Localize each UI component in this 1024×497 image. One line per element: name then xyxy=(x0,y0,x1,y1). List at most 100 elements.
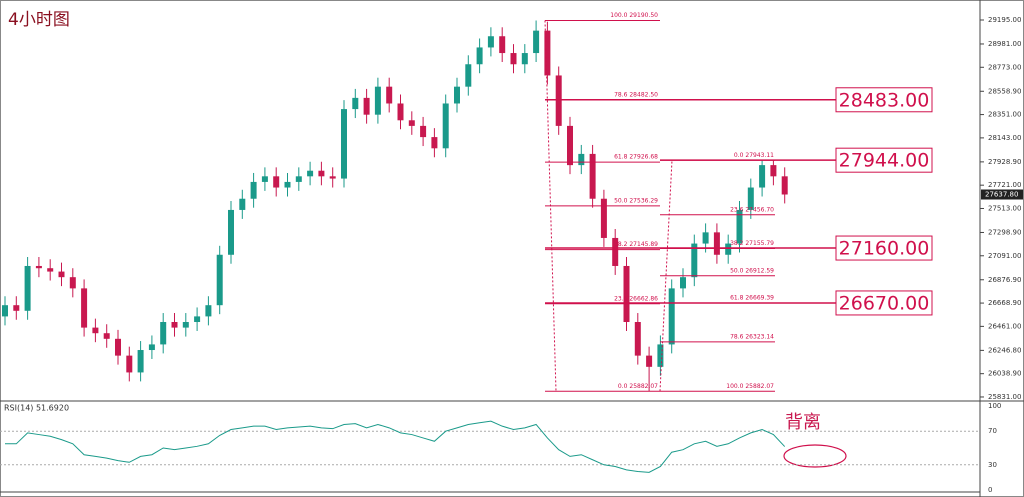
rsi-tick-label: 30 xyxy=(988,461,997,469)
level-box xyxy=(835,235,933,261)
fib-label: 50.0 27536.29 xyxy=(614,197,658,204)
candle-body xyxy=(284,181,291,188)
y-tick-label: 28351.00 xyxy=(988,111,1021,119)
y-tick-label: 25831.00 xyxy=(988,393,1021,401)
candle-body xyxy=(431,137,438,149)
annotation: 背离 xyxy=(785,412,821,433)
candle-body xyxy=(58,271,65,278)
rsi-tick-label: 70 xyxy=(988,427,997,435)
candle-body xyxy=(103,333,110,339)
candle-body xyxy=(521,53,528,65)
candle-body xyxy=(612,237,619,266)
y-tick-label: 28773.00 xyxy=(988,63,1021,71)
candle-body xyxy=(646,355,653,367)
y-tick-label: 26038.90 xyxy=(988,370,1021,378)
candle-body xyxy=(329,176,336,179)
candle-body xyxy=(374,86,381,115)
candle-body xyxy=(487,36,494,48)
candle-body xyxy=(261,176,268,182)
y-tick-label: 27091.00 xyxy=(988,252,1021,260)
fib-label: 78.6 26323.14 xyxy=(730,333,774,340)
candle-body xyxy=(295,176,302,182)
fib-diagonal xyxy=(544,20,557,392)
y-tick-label: 27928.90 xyxy=(988,158,1021,166)
candle-body xyxy=(442,103,449,149)
candle-body xyxy=(623,265,630,323)
fib-label: 0.0 27943.11 xyxy=(734,152,774,159)
level-label: 27160.00 xyxy=(839,238,930,260)
y-tick-label: 26461.00 xyxy=(988,322,1021,330)
y-tick-label: 26668.90 xyxy=(988,299,1021,307)
candle-body xyxy=(273,176,280,188)
level-box xyxy=(835,147,933,173)
fib-label: 50.0 26912.59 xyxy=(730,267,774,274)
rsi-line xyxy=(5,420,786,473)
y-tick-label: 28558.90 xyxy=(988,87,1021,95)
candle-body xyxy=(680,277,686,289)
candle-body xyxy=(160,322,167,345)
candle-body xyxy=(544,30,551,76)
last-price-box xyxy=(981,189,1023,200)
candle-body xyxy=(307,170,314,177)
candle-body xyxy=(47,268,54,272)
candle-body xyxy=(555,75,562,126)
fib-label: 61.8 26669.39 xyxy=(730,295,774,302)
level-box xyxy=(835,87,933,113)
candle-body xyxy=(759,165,766,188)
divergence-ellipse xyxy=(783,444,847,468)
y-tick-label: 26876.90 xyxy=(988,276,1021,284)
y-tick-label: 28981.00 xyxy=(988,40,1021,48)
fib-diagonal xyxy=(659,160,673,392)
candle-body xyxy=(770,165,777,177)
candle-body xyxy=(725,243,732,255)
level-box xyxy=(835,290,933,316)
candle-body xyxy=(13,305,20,311)
candle-body xyxy=(476,47,483,65)
candle-body xyxy=(228,209,234,255)
rsi-tick-label: 100 xyxy=(988,402,1001,410)
candle-body xyxy=(352,97,359,110)
candle-body xyxy=(137,350,144,373)
candle-body xyxy=(465,64,472,87)
y-tick-label: 27721.00 xyxy=(988,181,1021,189)
candle-body xyxy=(781,176,788,195)
candle-body xyxy=(250,181,257,199)
candle-body xyxy=(35,265,42,269)
fib-label: 23.6 26662.86 xyxy=(614,295,658,302)
candle-body xyxy=(115,338,121,356)
candle-body xyxy=(148,344,155,351)
last-price-label: 27637.80 xyxy=(985,190,1018,198)
rsi-title: RSI(14) 51.6920 xyxy=(4,404,69,413)
candle-body xyxy=(81,288,88,328)
fib-label: 38.2 27155.79 xyxy=(730,240,774,247)
candle-body xyxy=(736,209,743,244)
candle-body xyxy=(341,109,347,179)
candle-body xyxy=(702,232,709,244)
candle-body xyxy=(578,153,585,166)
candle-body xyxy=(318,170,325,177)
candle-body xyxy=(713,232,720,255)
y-tick-label: 27513.00 xyxy=(988,204,1021,212)
fib-label: 100.0 29190.50 xyxy=(610,12,658,19)
candle-body xyxy=(126,355,133,373)
y-tick-label: 26246.80 xyxy=(988,346,1021,354)
candle-body xyxy=(600,198,607,238)
level-label: 28483.00 xyxy=(839,89,930,111)
candle-body xyxy=(589,153,596,199)
y-tick-label: 28143.00 xyxy=(988,134,1021,142)
candle-body xyxy=(657,344,664,367)
candle-body xyxy=(182,322,189,328)
fib-label: 38.2 27145.89 xyxy=(614,241,658,248)
candle-body xyxy=(634,322,641,356)
candle-body xyxy=(691,243,698,278)
level-label: 27944.00 xyxy=(839,150,930,172)
chart-title: 4小时图 xyxy=(8,10,70,30)
candle-body xyxy=(747,187,754,210)
level-label: 26670.00 xyxy=(839,292,930,314)
fib-label: 23.6 27456.70 xyxy=(730,206,774,213)
candle-body xyxy=(2,305,8,317)
fib-label: 0.0 25882.07 xyxy=(618,383,658,390)
fib-label: 78.6 28482.50 xyxy=(614,91,658,98)
rsi-tick-label: 0 xyxy=(988,486,992,494)
